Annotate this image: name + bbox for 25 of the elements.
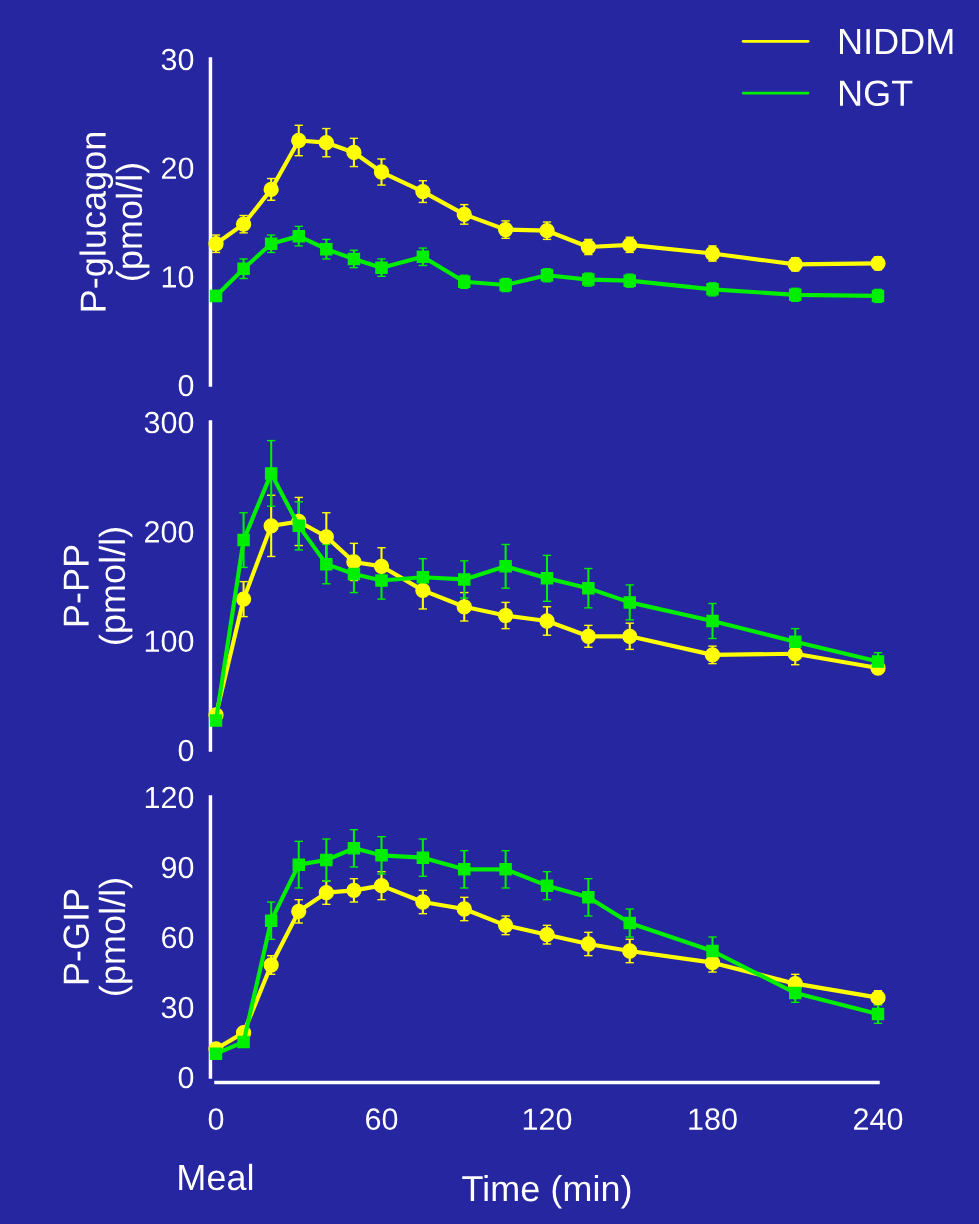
y-tick-label: 0 [178,374,194,397]
legend-label: NIDDM [839,29,953,54]
y-tick-label: 200 [145,521,194,543]
y-tick-label: 30 [161,48,194,71]
y-tick-label: 100 [145,630,194,653]
x-axis-title: Time (min) [462,1174,631,1209]
x-tick-label: 0 [208,1108,224,1130]
y-tick-label: 120 [145,786,194,809]
y-tick-label: 0 [178,739,194,762]
text: Meal [179,1163,253,1191]
y-tick-label: 90 [161,856,194,879]
y-tick-label: 20 [162,157,194,180]
x-tick-label: 180 [689,1108,737,1130]
x-tick-label: 240 [854,1108,903,1130]
y-tick-label: 10 [162,266,194,288]
y-axis-title: P-glucagon (pmol/l) [79,132,150,311]
y-axis-title: P-GIP (pmol/l) [63,879,133,995]
y-axis-title: P-PP (pmol/l) [63,528,133,644]
y-tick-label: 30 [161,996,194,1019]
y-tick-label: 0 [178,1066,194,1089]
y-tick-label: 60 [162,926,194,949]
y-tick-label: 300 [144,411,194,434]
x-tick-label: 60 [366,1108,398,1130]
x-tick-label: 120 [523,1108,572,1130]
legend-label: NGT [839,80,913,107]
